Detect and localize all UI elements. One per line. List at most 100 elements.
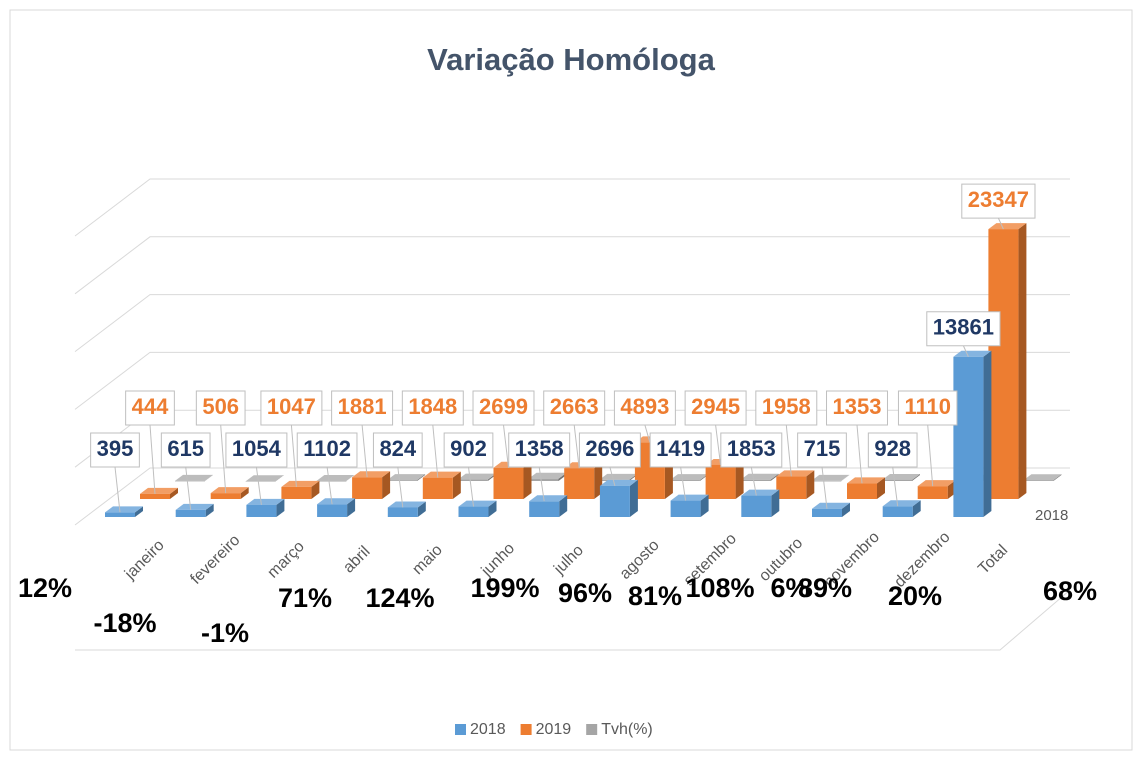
leader-line <box>468 466 474 507</box>
bar <box>422 471 461 499</box>
grid-line <box>74 351 1070 410</box>
bar-side <box>488 500 497 517</box>
data-label: 2696 <box>585 436 634 461</box>
data-label: 1419 <box>656 436 705 461</box>
bar <box>917 480 956 499</box>
bar-side <box>841 474 850 481</box>
bar-side <box>842 502 850 517</box>
bar-front <box>246 504 277 517</box>
bar-top <box>422 471 461 478</box>
bar-front <box>493 467 524 499</box>
bar-top <box>458 500 497 507</box>
bar-side <box>382 471 391 499</box>
bar-front <box>457 479 488 481</box>
data-label-box <box>90 432 140 468</box>
leader-line <box>220 424 227 494</box>
bar <box>387 474 426 481</box>
bar <box>564 462 603 499</box>
bar <box>882 500 921 517</box>
bar-front <box>317 504 348 517</box>
data-label: 1848 <box>408 394 457 419</box>
bar-side <box>912 500 921 517</box>
bar-side <box>205 503 214 517</box>
bar <box>387 501 426 517</box>
bar-top <box>776 470 815 477</box>
bar <box>105 506 143 517</box>
data-label-box <box>160 432 211 468</box>
data-label: 199% <box>470 573 539 603</box>
data-label-box <box>401 390 464 426</box>
legend: 2018 2019 Tvh(%) <box>455 721 653 738</box>
bar-side <box>559 495 568 517</box>
bar-front <box>422 477 453 499</box>
bar-front <box>740 479 771 481</box>
bar-side <box>205 474 213 481</box>
bar-front <box>210 493 241 499</box>
data-label: -1% <box>201 618 249 648</box>
bar-side <box>877 477 885 499</box>
floor-edge <box>75 589 1071 651</box>
data-label-box <box>578 432 641 468</box>
chart-title: Variação Homóloga <box>427 42 715 77</box>
bar-side <box>276 498 285 517</box>
bar-top <box>882 473 920 480</box>
data-label: 1853 <box>727 436 776 461</box>
data-label: 928 <box>874 436 911 461</box>
leader-line <box>856 424 863 484</box>
bar-side <box>806 470 815 499</box>
bar-front <box>811 480 842 482</box>
bar <box>246 498 285 517</box>
bar <box>458 500 497 517</box>
bar-top <box>387 501 426 508</box>
bar <box>245 475 284 482</box>
leader-line <box>290 424 297 487</box>
bar-front <box>175 480 205 482</box>
bar-top <box>352 471 391 478</box>
bar-top <box>246 498 285 505</box>
bar <box>741 489 780 517</box>
bar-top <box>175 503 214 510</box>
leader-line <box>432 424 439 478</box>
bar-side <box>135 506 143 517</box>
leader-line <box>892 466 899 507</box>
data-label-box <box>195 390 246 426</box>
data-label-box <box>443 432 494 468</box>
data-label-box <box>372 432 423 468</box>
bar-top <box>740 473 779 480</box>
data-label: 1047 <box>267 394 316 419</box>
bar-top <box>917 480 956 487</box>
bar-top <box>812 502 850 509</box>
bar <box>317 498 356 517</box>
bar <box>316 475 355 482</box>
bar-front <box>105 512 135 517</box>
grid-line <box>74 294 1070 352</box>
bar <box>281 480 320 499</box>
leader-line <box>185 466 192 510</box>
grid-line <box>74 178 1070 237</box>
bar-front <box>1023 480 1054 481</box>
bar-top <box>882 500 921 507</box>
bar-front <box>245 481 276 482</box>
bar-side <box>983 350 992 517</box>
data-label-box <box>125 390 175 426</box>
data-label: 615 <box>167 436 204 461</box>
bar-front <box>882 506 913 517</box>
bar-side <box>311 480 320 499</box>
data-label: 444 <box>132 394 169 419</box>
bar-top <box>140 487 178 494</box>
bar-front <box>458 506 489 517</box>
bar-front <box>953 356 984 517</box>
data-label: 395 <box>97 436 134 461</box>
bar-front <box>316 481 347 482</box>
bar-top <box>317 498 356 505</box>
bar-side <box>629 479 638 517</box>
bar-front <box>917 486 948 499</box>
bar <box>140 487 178 499</box>
bar-top <box>670 494 709 501</box>
bar-top <box>988 223 1027 230</box>
bar-front <box>529 501 560 517</box>
bar-front <box>599 485 630 517</box>
leader-line <box>361 424 368 478</box>
bar <box>812 502 850 517</box>
data-label: 2699 <box>479 394 528 419</box>
